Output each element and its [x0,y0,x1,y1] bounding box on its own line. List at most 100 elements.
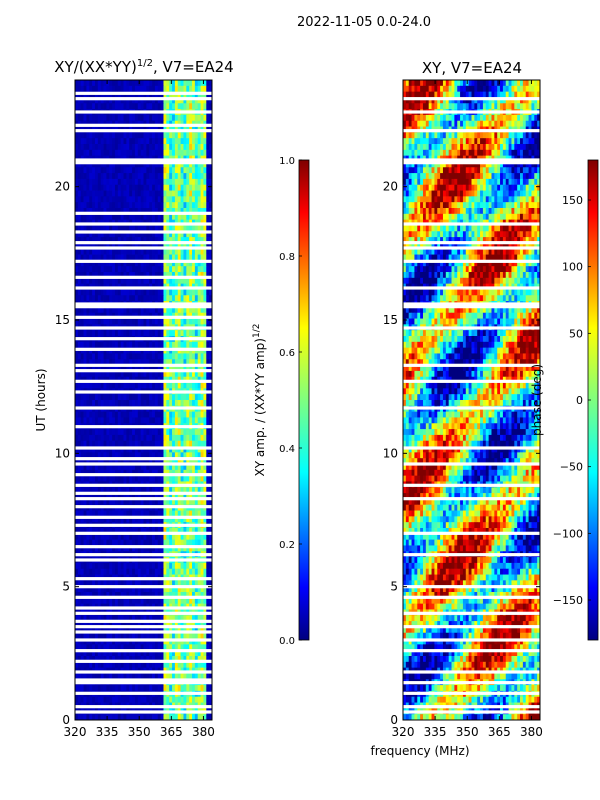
heatmap-cell [203,434,207,442]
heatmap-cell [120,493,124,500]
heatmap-cell [100,434,104,442]
heatmap-cell [206,452,210,459]
heatmap-cell [109,434,113,442]
heatmap-cell [97,103,102,110]
heatmap-cell [209,440,213,447]
heatmap-cell [160,493,164,500]
heatmap-cell [189,516,193,523]
heatmap-cell [192,417,196,424]
heatmap-cell [140,446,144,453]
heatmap-cell [194,365,199,372]
heatmap-cell [129,213,133,221]
heatmap-cell [149,673,153,680]
heatmap-cell [180,382,184,389]
heatmap-cell [126,359,130,366]
heatmap-cell [209,225,213,232]
heatmap-cell [194,411,199,418]
heatmap-cell [180,673,184,680]
heatmap-cell [180,289,184,296]
heatmap-cell [186,568,190,575]
heatmap-cell [137,359,142,366]
heatmap-cell [197,289,201,296]
heatmap-cell [152,440,156,447]
heatmap-cell [194,184,199,191]
heatmap-cell [103,626,107,634]
heatmap-cell [197,370,201,378]
heatmap-cell [77,277,82,285]
heatmap-cell [146,528,150,535]
heatmap-cell [180,184,184,191]
heatmap-cell [112,289,116,296]
heatmap-cell [112,225,116,232]
heatmap-cell [117,266,122,273]
heatmap-cell [137,632,142,639]
heatmap-cell [192,237,196,244]
heatmap-cell [94,248,99,255]
heatmap-cell [114,272,119,279]
heatmap-cell [146,597,150,605]
heatmap-cell [140,260,144,267]
heatmap-cell [86,260,90,267]
heatmap-cell [200,277,204,285]
heatmap-cell [137,440,142,447]
heatmap-cell [200,626,204,634]
heatmap-cell [183,272,187,279]
heatmap-cell [169,464,173,471]
heatmap-cell [166,341,170,349]
heatmap-cell [209,161,213,168]
heatmap-cell [132,597,136,605]
heatmap-cell [209,242,213,250]
heatmap-cell [80,452,84,459]
heatmap-cell [143,446,147,453]
heatmap-cell [132,202,136,209]
heatmap-cell [103,272,107,279]
heatmap-cell [132,225,136,232]
heatmap-cell [194,167,199,174]
heatmap-cell [197,161,201,168]
heatmap-cell [177,411,181,418]
heatmap-cell [92,434,96,442]
heatmap-cell [160,196,164,203]
heatmap-cell [206,528,210,535]
heatmap-cell [154,341,159,349]
heatmap-cell [97,411,102,418]
heatmap-cell [157,580,162,587]
heatmap-cell [183,382,187,389]
heatmap-cell [160,487,164,494]
heatmap-cell [114,289,119,296]
heatmap-cell [123,650,127,657]
heatmap-cell [129,266,133,273]
heatmap-cell [192,382,196,389]
heatmap-cell [77,661,82,669]
heatmap-cell [152,533,156,541]
heatmap-cell [123,469,127,477]
heatmap-cell [114,85,119,93]
heatmap-cell [200,318,204,325]
heatmap-cell [146,632,150,639]
heatmap-cell [189,568,193,575]
heatmap-cell [134,318,139,325]
heatmap-cell [189,178,193,186]
heatmap-cell [114,434,119,442]
heatmap-cell [200,208,204,215]
heatmap-cell [97,353,102,360]
heatmap-cell [97,202,102,209]
heatmap-cell [83,272,87,279]
heatmap-cell [100,254,104,261]
heatmap-cell [83,469,87,477]
heatmap-cell [120,341,124,349]
heatmap-cell [89,644,93,651]
heatmap-cell [143,626,147,634]
heatmap-cell [186,359,190,366]
heatmap-cell [103,144,107,151]
heatmap-cell [77,429,82,436]
heatmap-cell [137,237,142,244]
heatmap-cell [166,452,170,459]
heatmap-cell [114,533,119,541]
heatmap-cell [94,289,99,296]
heatmap-cell [209,178,213,186]
heatmap-cell [200,242,204,250]
heatmap-cell [123,493,127,500]
heatmap-cell [106,417,110,424]
heatmap-cell [134,289,139,296]
